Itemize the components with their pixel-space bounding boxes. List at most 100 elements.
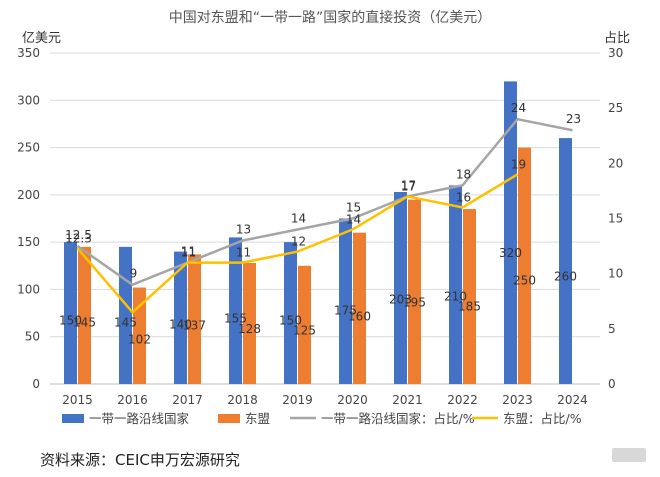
line-label: 12.3	[65, 231, 92, 245]
line-label: 14	[346, 213, 361, 227]
bar	[559, 138, 572, 384]
bar-label: 145	[114, 315, 137, 329]
chart-title: 中国对东盟和“一带一路”国家的直接投资（亿美元）	[169, 9, 492, 26]
x-tick: 2021	[392, 393, 423, 407]
right-axis-label: 占比	[604, 31, 630, 46]
series-line	[76, 173, 519, 315]
bar-label: 250	[513, 274, 536, 288]
x-tick: 2015	[62, 393, 93, 407]
legend-swatch	[218, 414, 240, 423]
x-ticks: 2015 2016 2017 2018 2019 2020 2021 2022 2023 2024	[62, 393, 588, 407]
line-label: 11	[181, 245, 196, 259]
line-label: 12.5	[65, 228, 92, 242]
chart: 中国对东盟和“一带一路”国家的直接投资（亿美元） 亿美元 占比 05010015…	[17, 9, 630, 426]
line-label: 15	[346, 201, 361, 215]
source-note: 资料来源：CEIC申万宏源研究	[40, 451, 240, 469]
line-label: 11	[181, 246, 196, 260]
bar-label: 128	[238, 322, 261, 336]
lines	[76, 117, 573, 315]
x-tick: 2016	[117, 393, 148, 407]
line-label: 23	[566, 112, 581, 126]
bar-label: 155	[224, 311, 247, 325]
legend-label: 一带一路沿线国家	[89, 411, 190, 426]
watermark-logo	[612, 448, 646, 462]
left-axis-label: 亿美元	[22, 31, 61, 46]
bar	[504, 81, 517, 384]
bar	[463, 209, 476, 384]
bar	[133, 287, 146, 384]
y-left-tick: 100	[17, 282, 40, 296]
bar-label: 203	[389, 292, 412, 306]
y-left-tick: 200	[17, 188, 40, 202]
bar-label: 140	[169, 317, 192, 331]
y-ticks: 0 50 100 150 200 250 300 350 0 5 10 15 20 25 30	[17, 46, 623, 391]
y-left-tick: 350	[17, 46, 40, 60]
bar-label: 195	[403, 296, 426, 310]
bar	[188, 254, 201, 384]
line-label: 12	[291, 235, 306, 249]
line-label: 18	[456, 167, 471, 181]
x-tick: 2024	[557, 393, 588, 407]
bar-label: 137	[183, 319, 206, 333]
bar	[174, 251, 187, 384]
bar-label: 125	[293, 323, 316, 337]
y-right-tick: 20	[608, 156, 623, 170]
bar	[449, 185, 462, 384]
bar	[408, 199, 421, 384]
bar-label: 185	[458, 300, 481, 314]
line-label: 13	[236, 223, 251, 237]
bar	[339, 218, 352, 384]
line-label: 9	[130, 267, 138, 281]
y-left-tick: 150	[17, 235, 40, 249]
legend-label: 东盟：占比/%	[503, 411, 582, 426]
x-tick: 2019	[282, 393, 313, 407]
line-label: 14	[291, 212, 306, 226]
series-line	[76, 117, 573, 287]
legend: 一带一路沿线国家 东盟 一带一路沿线国家：占比/% 东盟：占比/%	[62, 411, 582, 426]
legend-label: 一带一路沿线国家：占比/%	[321, 411, 475, 426]
bar-label: 260	[554, 270, 577, 284]
bar	[298, 265, 311, 384]
bar-label: 102	[128, 332, 151, 346]
y-right-tick: 30	[608, 46, 623, 60]
legend-label: 东盟	[245, 411, 270, 426]
line-label: 17	[401, 179, 416, 193]
legend-swatch	[62, 414, 84, 423]
y-left-tick: 0	[32, 377, 40, 391]
y-right-tick: 25	[608, 101, 623, 115]
bar-label: 320	[499, 246, 522, 260]
line-label: 16	[456, 190, 471, 204]
bar	[64, 242, 77, 384]
bar	[353, 232, 366, 384]
line-label: 17	[401, 178, 416, 192]
bar-label: 150	[59, 313, 82, 327]
y-right-tick: 0	[608, 377, 616, 391]
y-left-tick: 300	[17, 93, 40, 107]
bar-label: 175	[334, 303, 357, 317]
x-tick: 2020	[337, 393, 368, 407]
bars	[64, 81, 572, 384]
y-left-tick: 250	[17, 141, 40, 155]
bar	[78, 246, 91, 384]
line-label: 11	[236, 246, 251, 260]
bar	[518, 147, 531, 384]
bar-label: 160	[348, 309, 371, 323]
bar	[284, 242, 297, 384]
bar-label: 145	[73, 315, 96, 329]
bar	[394, 192, 407, 384]
bar	[229, 237, 242, 384]
y-left-tick: 50	[25, 330, 40, 344]
bar-label: 210	[444, 290, 467, 304]
x-tick: 2018	[227, 393, 258, 407]
x-tick: 2022	[447, 393, 478, 407]
line-label: 24	[511, 101, 526, 115]
bar-label: 150	[279, 313, 302, 327]
x-tick: 2023	[502, 393, 533, 407]
x-tick: 2017	[172, 393, 203, 407]
bar	[243, 262, 256, 384]
y-right-tick: 15	[608, 212, 623, 226]
y-right-tick: 5	[608, 322, 616, 336]
y-right-tick: 10	[608, 267, 623, 281]
line-label: 19	[511, 157, 526, 171]
